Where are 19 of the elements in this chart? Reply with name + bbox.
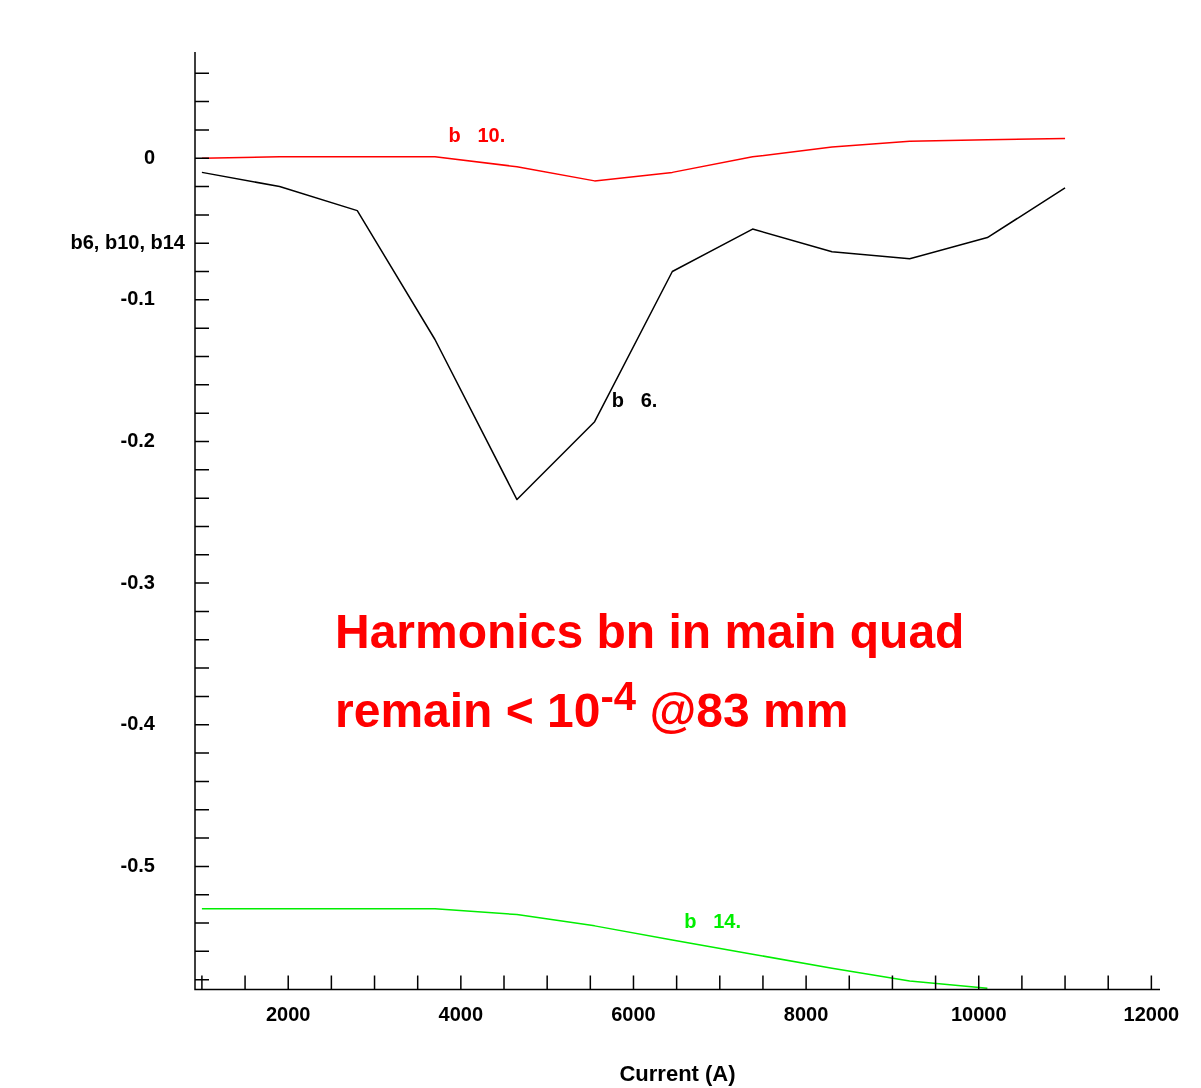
series-label: b 6. (611, 389, 658, 412)
y-tick-label: -0.5 (120, 853, 155, 876)
x-tick-label: 4000 (438, 1003, 484, 1026)
series-label: b 10. (448, 124, 506, 147)
x-tick-label: 12000 (1123, 1003, 1180, 1026)
y-axis-title: b6, b10, b14 (70, 230, 186, 253)
x-tick-label: 10000 (950, 1003, 1007, 1026)
annotation: remain < 10$^{-4}$ @83 mm (335, 673, 850, 739)
y-tick-label: 0 (143, 145, 155, 168)
x-tick-label: 8000 (783, 1003, 829, 1026)
y-tick-label: -0.1 (120, 287, 155, 310)
y-tick-label: -0.4 (120, 712, 156, 735)
series-label: b 14. (684, 909, 741, 932)
x-tick-label: 2000 (265, 1003, 311, 1026)
y-tick-label: -0.2 (120, 429, 155, 451)
x-tick-label: 6000 (611, 1003, 656, 1026)
annotation: Harmonics bn in main quad (335, 604, 965, 660)
x-axis-title: Current (A) (619, 1060, 736, 1086)
y-tick-label: -0.3 (120, 570, 155, 593)
